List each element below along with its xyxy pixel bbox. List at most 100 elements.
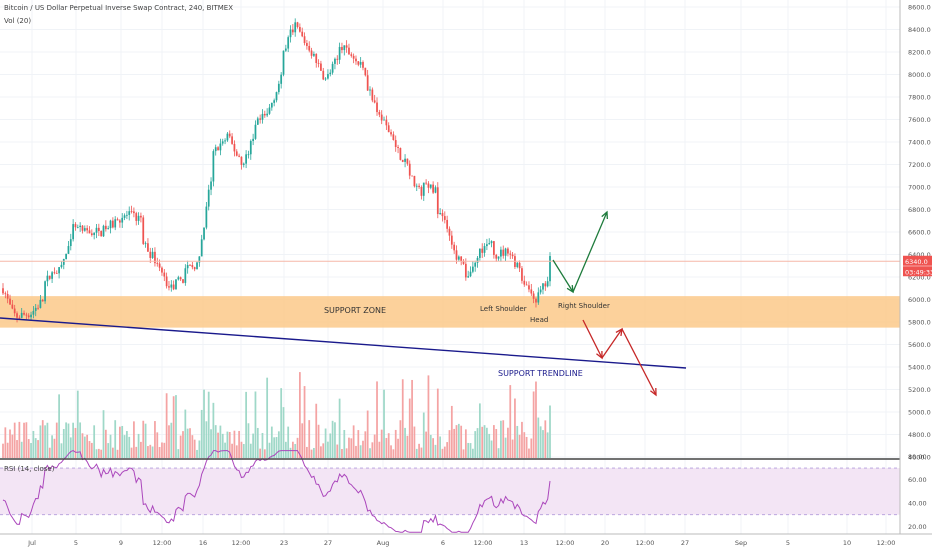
volume-bar: [284, 441, 287, 458]
volume-bar: [170, 422, 173, 458]
candle-body: [163, 272, 166, 277]
volume-bar: [362, 440, 364, 458]
candle-body: [200, 239, 203, 257]
volume-bar: [147, 446, 149, 458]
price-tick-label: 6400.0: [908, 251, 931, 259]
candle-body: [158, 263, 161, 268]
volume-bar: [369, 448, 371, 458]
candle-body: [275, 92, 278, 101]
candle-body: [497, 256, 500, 259]
candle-body: [235, 151, 238, 156]
candle-body: [478, 248, 481, 258]
candle-body: [144, 243, 147, 245]
candle-body: [373, 100, 376, 103]
volume-bar: [478, 403, 481, 458]
candle-body: [41, 299, 44, 302]
candle-body: [450, 235, 453, 245]
volume-bar: [528, 448, 530, 458]
volume-bar: [343, 429, 346, 458]
candle-body: [147, 243, 149, 252]
volume-bar: [352, 425, 355, 458]
candle-body: [121, 217, 124, 223]
volume-bar: [168, 425, 170, 458]
candle-body: [128, 211, 131, 215]
candle-body: [104, 225, 107, 230]
volume-bar: [233, 430, 236, 458]
time-tick-label: Aug: [377, 539, 390, 547]
candle-body: [58, 267, 60, 274]
candle-body: [238, 155, 240, 157]
candle-body: [252, 138, 255, 142]
candle-body: [107, 228, 110, 230]
arrow-bullish-target: [572, 211, 608, 293]
volume-bar: [154, 421, 156, 458]
volume-bar: [65, 422, 67, 458]
volume-bar: [413, 426, 416, 458]
candle-body: [289, 29, 292, 38]
volume-bar: [418, 443, 420, 458]
volume-bar: [469, 443, 472, 458]
candle-body: [394, 140, 397, 147]
volume-bar: [357, 430, 360, 458]
volume-bar: [289, 447, 292, 458]
volume-bar: [102, 410, 105, 458]
volume-bar: [130, 447, 133, 458]
volume-bar: [93, 425, 96, 458]
candle-body: [69, 239, 72, 247]
volume-bar: [441, 448, 444, 458]
volume-bar: [518, 434, 521, 458]
candle-body: [83, 228, 86, 231]
candle-body: [511, 254, 514, 257]
candle-body: [439, 213, 442, 215]
volume-bar: [464, 429, 467, 458]
candle-body: [530, 289, 533, 294]
rsi-tick-label: 80.00: [908, 453, 927, 461]
volume-bar: [392, 449, 395, 458]
time-tick-label: 12:00: [636, 539, 655, 547]
volume-bar: [500, 420, 502, 458]
volume-bar: [387, 433, 390, 458]
right-shoulder-label: Right Shoulder: [558, 302, 610, 310]
candle-body: [231, 136, 233, 144]
volume-bar: [261, 432, 264, 458]
candle-body: [544, 283, 547, 287]
volume-bar: [184, 409, 187, 458]
price-tick-label: 5800.0: [908, 319, 931, 327]
candle-body: [359, 62, 362, 65]
volume-bar: [341, 448, 343, 458]
volume-bar: [462, 449, 465, 458]
volume-bar: [427, 375, 430, 458]
volume-bar: [196, 449, 198, 458]
volume-bar: [306, 446, 308, 458]
volume-bar: [2, 443, 4, 458]
volume-bar: [313, 447, 315, 458]
candle-body: [455, 250, 458, 260]
volume-bar: [411, 379, 413, 458]
candle-body: [488, 243, 491, 245]
candle-body: [343, 45, 346, 51]
candle-body: [366, 75, 369, 91]
candle-body: [535, 298, 537, 303]
volume-bar: [268, 442, 271, 458]
price-tick-label: 8600.0: [908, 4, 931, 12]
volume-bar: [13, 422, 16, 458]
volume-bar: [179, 435, 182, 458]
candle-body: [6, 294, 9, 299]
candle-body: [168, 286, 170, 288]
candle-body: [532, 293, 535, 299]
candle-body: [32, 310, 35, 315]
candle-body: [109, 220, 112, 229]
candle-body: [25, 314, 28, 316]
candle-body: [53, 272, 56, 274]
candle-body: [23, 312, 25, 315]
candle-body: [240, 156, 243, 165]
candle-body: [270, 102, 273, 108]
candle-body: [317, 62, 320, 64]
time-tick-label: 12:00: [556, 539, 575, 547]
candle-body: [525, 284, 528, 286]
candle-body: [476, 257, 479, 263]
candle-body: [397, 146, 399, 148]
volume-bar: [83, 436, 86, 458]
time-tick-label: 12:00: [232, 539, 251, 547]
